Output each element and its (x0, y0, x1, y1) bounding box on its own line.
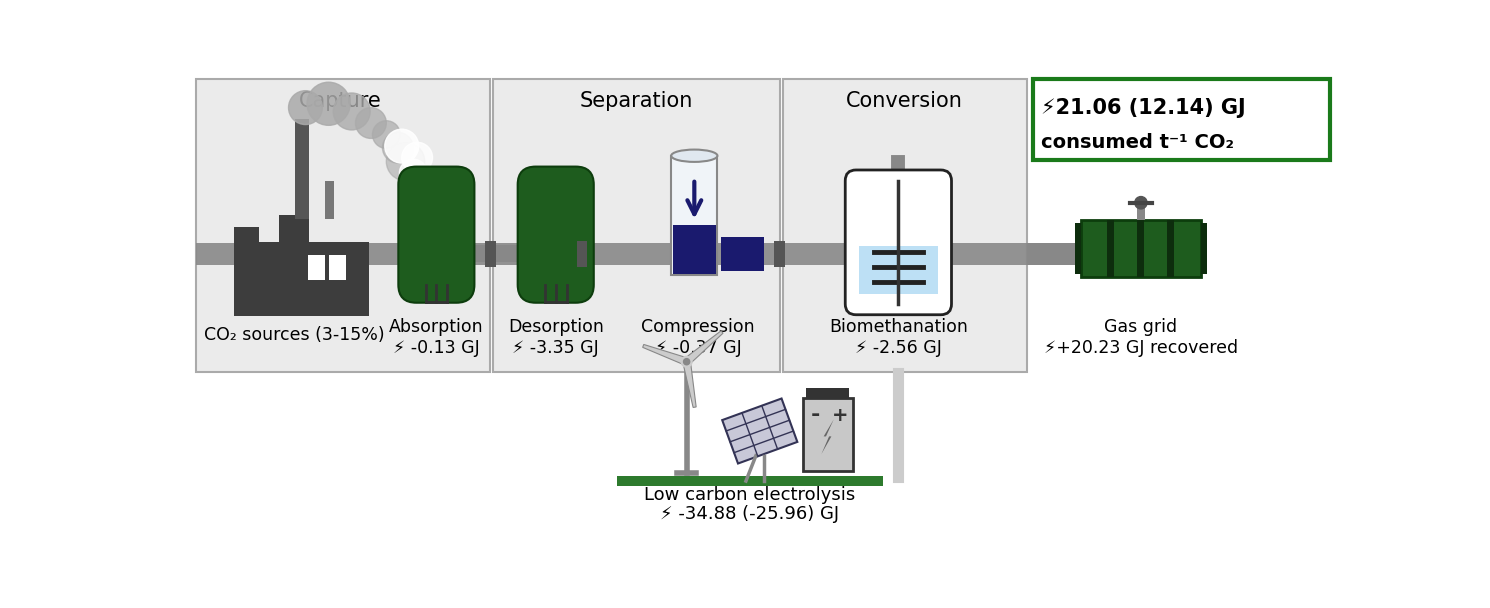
Circle shape (386, 142, 425, 181)
FancyBboxPatch shape (398, 167, 474, 303)
FancyBboxPatch shape (197, 243, 1098, 264)
Text: Low carbon electrolysis: Low carbon electrolysis (644, 486, 855, 504)
FancyBboxPatch shape (1107, 219, 1115, 277)
FancyBboxPatch shape (1137, 219, 1144, 277)
Circle shape (289, 91, 322, 125)
Circle shape (372, 121, 401, 148)
FancyBboxPatch shape (493, 79, 779, 371)
FancyBboxPatch shape (577, 241, 587, 267)
FancyBboxPatch shape (1076, 224, 1082, 274)
Text: Biomethanation: Biomethanation (828, 318, 968, 336)
Text: +: + (831, 406, 848, 425)
Circle shape (383, 133, 413, 163)
FancyBboxPatch shape (329, 255, 346, 280)
Circle shape (681, 356, 691, 367)
Circle shape (1135, 196, 1147, 209)
FancyBboxPatch shape (1082, 219, 1201, 277)
Polygon shape (234, 227, 259, 243)
FancyBboxPatch shape (517, 167, 593, 303)
FancyBboxPatch shape (860, 246, 937, 294)
Circle shape (684, 359, 690, 365)
Polygon shape (234, 215, 370, 316)
Text: -: - (811, 405, 820, 425)
Ellipse shape (670, 150, 717, 162)
FancyBboxPatch shape (1137, 206, 1144, 219)
Text: CO₂ sources (3-15%): CO₂ sources (3-15%) (204, 326, 384, 344)
FancyBboxPatch shape (1167, 219, 1174, 277)
FancyBboxPatch shape (308, 255, 325, 280)
Polygon shape (684, 331, 723, 365)
FancyBboxPatch shape (803, 398, 852, 471)
Text: ⚡ -34.88 (-25.96) GJ: ⚡ -34.88 (-25.96) GJ (660, 505, 839, 523)
Text: Desorption: Desorption (508, 318, 603, 336)
FancyBboxPatch shape (325, 181, 334, 219)
FancyBboxPatch shape (673, 224, 715, 274)
Circle shape (334, 93, 370, 130)
Text: Absorption: Absorption (389, 318, 484, 336)
FancyBboxPatch shape (1027, 243, 1085, 264)
Text: Compression: Compression (641, 318, 755, 336)
FancyBboxPatch shape (670, 156, 717, 275)
Text: ⚡ -0.13 GJ: ⚡ -0.13 GJ (393, 339, 480, 357)
Text: ⚡21.06 (12.14) GJ: ⚡21.06 (12.14) GJ (1042, 98, 1246, 117)
Polygon shape (682, 361, 696, 407)
FancyBboxPatch shape (197, 79, 490, 371)
Circle shape (399, 159, 428, 187)
FancyBboxPatch shape (721, 237, 763, 271)
Circle shape (402, 142, 432, 173)
Polygon shape (821, 420, 834, 454)
Text: Separation: Separation (580, 91, 693, 111)
Text: ⚡ -3.35 GJ: ⚡ -3.35 GJ (513, 339, 599, 357)
FancyBboxPatch shape (457, 246, 553, 263)
Circle shape (356, 108, 386, 139)
FancyBboxPatch shape (617, 475, 884, 486)
FancyBboxPatch shape (775, 241, 785, 267)
FancyBboxPatch shape (484, 241, 496, 267)
FancyBboxPatch shape (723, 398, 797, 463)
Text: Capture: Capture (299, 91, 381, 111)
Text: consumed t⁻¹ CO₂: consumed t⁻¹ CO₂ (1042, 133, 1234, 152)
FancyBboxPatch shape (1033, 79, 1329, 160)
Text: Gas grid: Gas grid (1104, 318, 1177, 336)
Text: ⚡+20.23 GJ recovered: ⚡+20.23 GJ recovered (1044, 339, 1238, 357)
Circle shape (307, 82, 350, 125)
FancyBboxPatch shape (806, 387, 849, 398)
FancyBboxPatch shape (845, 170, 952, 315)
FancyBboxPatch shape (295, 119, 310, 219)
Polygon shape (642, 345, 688, 365)
Text: Conversion: Conversion (846, 91, 963, 111)
Text: ⚡ -2.56 GJ: ⚡ -2.56 GJ (855, 339, 942, 357)
Circle shape (384, 129, 419, 163)
FancyBboxPatch shape (782, 79, 1027, 371)
Text: ⚡ -0.37 GJ: ⚡ -0.37 GJ (654, 339, 742, 357)
FancyBboxPatch shape (1201, 224, 1207, 274)
